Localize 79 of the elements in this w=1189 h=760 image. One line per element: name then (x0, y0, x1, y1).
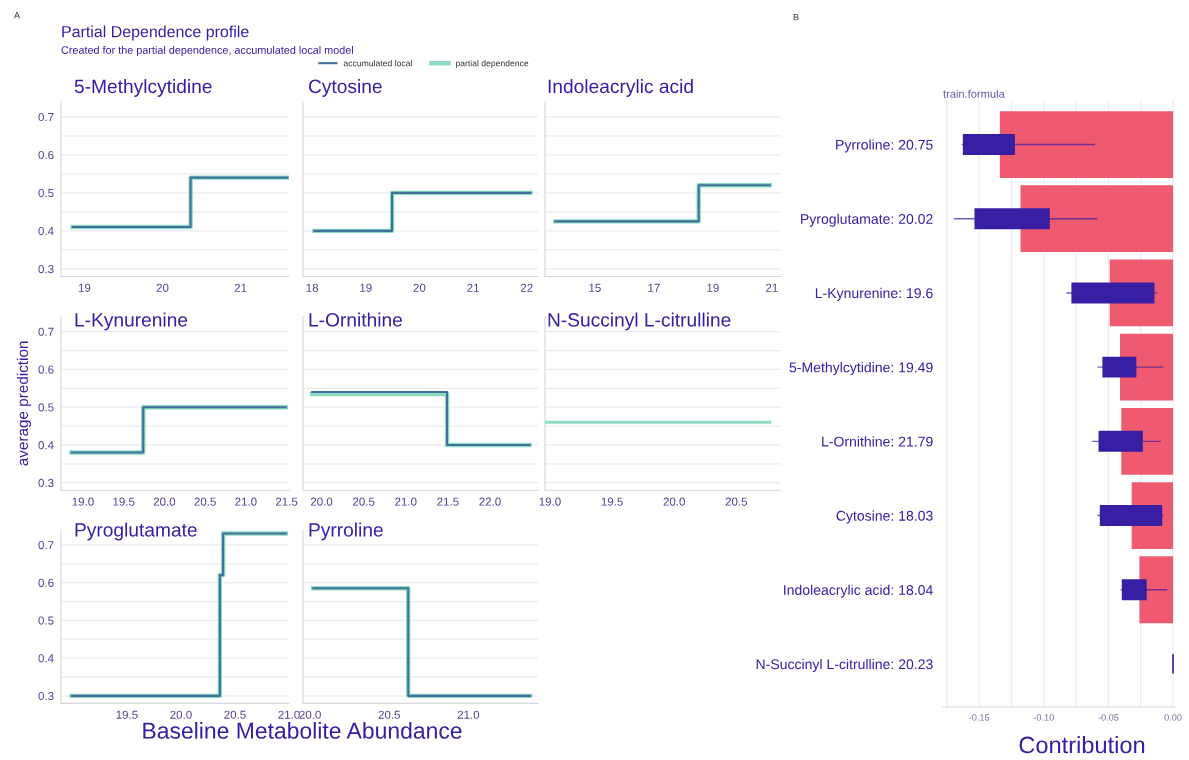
chart-title: train.formula (943, 89, 1005, 98)
y-tick-label: 0.7 (38, 541, 54, 550)
chart-title: Pyrroline (309, 522, 383, 541)
y-tick-label: 0.4 (38, 441, 54, 450)
y-tick-label: N-Succinyl L-citrulline: 20.23 (756, 658, 933, 672)
x-tick-label: 20.5 (224, 710, 246, 719)
x-tick-label: 22.0 (479, 497, 501, 506)
x-tick-label: 21.0 (395, 497, 417, 506)
y-tick-label: Cytosine: 18.03 (836, 510, 933, 524)
x-tick-label: 21 (234, 283, 247, 292)
y-tick-label: L-Ornithine: 21.79 (822, 436, 933, 447)
x-tick-label: 19 (707, 283, 719, 292)
x-tick-label: 20.0 (663, 497, 685, 506)
y-tick-label: 0.6 (38, 578, 54, 587)
y-tick-label: 0.3 (38, 478, 54, 488)
x-tick-label: 20.0 (310, 497, 333, 506)
x-tick-label: 21.0 (278, 710, 300, 719)
x-tick-label: 19.5 (601, 497, 623, 506)
y-tick-label: Pyroglutamate: 20.02 (801, 213, 933, 227)
x-tick-label: -0.10 (1033, 714, 1054, 721)
x-tick-label: 20 (413, 283, 426, 292)
y-tick-label: 5-Methylcytidine: 19.49 (789, 362, 933, 376)
y-tick-label: 0.5 (38, 188, 54, 198)
x-tick-label: 21.0 (457, 710, 480, 719)
legend-label: partial dependence (455, 59, 529, 69)
x-tick-label: 20.0 (299, 710, 321, 719)
x-tick-label: 19.5 (113, 497, 135, 506)
x-tick-label: -0.05 (1098, 714, 1119, 721)
x-axis-title: Baseline Metabolite Abundance (143, 722, 462, 739)
y-tick-label: 0.7 (38, 112, 54, 122)
x-tick-label: 20 (156, 283, 169, 292)
x-axis-title: Contribution (1019, 736, 1145, 754)
y-tick-label: 0.3 (38, 265, 54, 274)
chart-title: L-Kynurenine (75, 312, 188, 331)
legend-label: accumulated local (343, 59, 412, 67)
x-tick-label: 19 (78, 283, 91, 292)
y-tick-label: Indoleacrylic acid: 18.04 (784, 584, 933, 598)
chart-title: Indoleacrylic acid (548, 79, 693, 97)
x-tick-label: 20.5 (725, 497, 748, 506)
x-tick-label: 20.0 (170, 710, 192, 719)
chart-title: L-Ornithine (309, 312, 402, 327)
x-tick-label: 22 (520, 283, 533, 292)
y-tick-label: 0.6 (38, 150, 54, 160)
x-tick-label: -0.15 (969, 714, 990, 721)
text: B (793, 14, 799, 21)
x-tick-label: 0.00 (1164, 714, 1182, 721)
x-tick-label: 21.5 (437, 497, 459, 506)
x-tick-label: 21 (467, 283, 479, 292)
x-tick-label: 20.0 (153, 497, 176, 506)
text: Created for the partial dependence, accumulated local model (61, 45, 353, 57)
y-tick-label: 0.5 (38, 616, 54, 625)
x-tick-label: 20.5 (378, 710, 400, 719)
x-tick-label: 15 (589, 283, 601, 292)
chart-title: Cytosine (308, 79, 382, 97)
chart-title: N-Succinyl L-citrulline (548, 312, 731, 331)
x-tick-label: 19 (360, 283, 372, 292)
y-tick-label: 0.4 (38, 654, 54, 663)
x-tick-label: 17 (648, 283, 660, 292)
text: Partial Dependence profile (62, 25, 249, 41)
text: A (14, 12, 20, 19)
x-tick-label: 19.5 (116, 710, 138, 719)
y-axis-title: average prediction (16, 341, 32, 466)
y-tick-label: 0.7 (38, 327, 54, 336)
y-tick-label: Pyrroline: 20.75 (836, 139, 933, 153)
x-tick-label: 20.5 (353, 497, 375, 506)
y-tick-label: 0.3 (38, 691, 54, 701)
chart-title: 5-Methylcytidine (74, 79, 212, 97)
x-tick-label: 20.5 (194, 497, 216, 506)
x-tick-label: 18 (306, 283, 319, 292)
chart-title: Pyroglutamate (75, 522, 197, 541)
x-tick-label: 21.5 (275, 497, 298, 506)
x-tick-label: 19.0 (72, 497, 94, 506)
y-tick-label: 0.5 (38, 403, 54, 412)
x-tick-label: 21.0 (235, 497, 257, 506)
y-tick-label: 0.6 (38, 365, 54, 374)
x-tick-label: 21 (766, 283, 778, 292)
y-tick-label: L-Kynurenine: 19.6 (815, 287, 933, 301)
x-tick-label: 19.0 (539, 497, 561, 506)
y-tick-label: 0.4 (38, 227, 54, 236)
